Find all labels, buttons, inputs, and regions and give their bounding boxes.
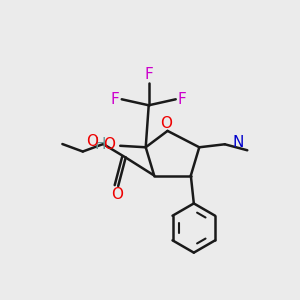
Text: N: N: [232, 135, 244, 150]
Text: F: F: [111, 92, 119, 107]
Text: F: F: [178, 92, 187, 107]
Text: O: O: [111, 187, 123, 202]
Text: O: O: [103, 137, 115, 152]
Text: O: O: [86, 134, 98, 148]
Text: F: F: [144, 68, 153, 82]
Text: H: H: [94, 137, 106, 152]
Text: O: O: [160, 116, 172, 131]
